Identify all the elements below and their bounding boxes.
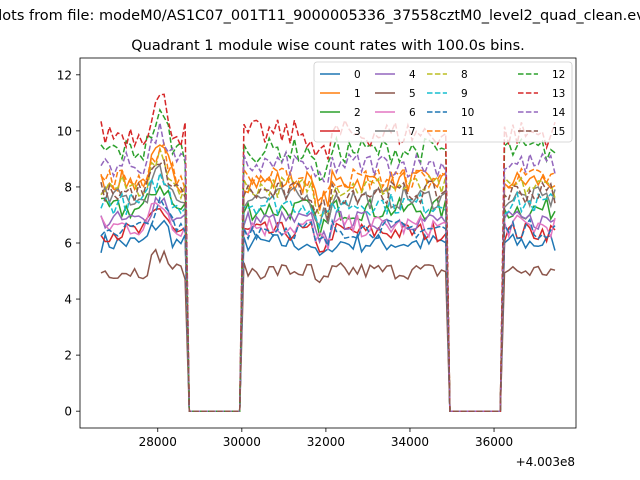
series-line-14 [100, 122, 556, 412]
legend-label-13: 13 [552, 88, 565, 100]
legend-box [313, 61, 573, 143]
x-tick-label: 28000 [139, 435, 177, 449]
y-tick-label: 8 [64, 180, 72, 194]
x-axis: 28000 30000 32000 34000 36000 [139, 428, 513, 449]
x-tick-label: 36000 [475, 435, 513, 449]
y-tick-label: 0 [64, 405, 72, 419]
y-axis: 0 2 4 6 8 10 12 [57, 68, 80, 419]
legend-label-3: 3 [354, 126, 361, 138]
legend-label-9: 9 [461, 88, 468, 100]
legend-label-8: 8 [461, 69, 468, 81]
series-line-15 [100, 158, 556, 412]
legend-label-0: 0 [354, 69, 361, 81]
x-tick-label: 32000 [307, 435, 345, 449]
legend-label-12: 12 [552, 69, 565, 81]
x-offset-label: +4.003e8 [516, 455, 575, 469]
figure-suptitle: Plots from file: modeM0/AS1C07_001T11_90… [0, 8, 640, 24]
legend-label-15: 15 [552, 126, 565, 138]
y-tick-label: 12 [57, 68, 72, 82]
legend-label-7: 7 [409, 126, 416, 138]
y-tick-label: 4 [64, 293, 72, 307]
y-tick-label: 6 [64, 237, 72, 251]
legend-label-1: 1 [354, 88, 361, 100]
legend-label-5: 5 [409, 88, 416, 100]
x-tick-label: 34000 [391, 435, 429, 449]
chart-title: Quadrant 1 module wise count rates with … [131, 38, 525, 54]
plot-lines [100, 93, 556, 412]
legend-label-4: 4 [409, 69, 416, 81]
series-line-9 [100, 170, 556, 412]
x-tick-label: 30000 [223, 435, 261, 449]
y-tick-label: 10 [57, 124, 72, 138]
legend-label-6: 6 [409, 107, 416, 119]
legend-label-14: 14 [552, 107, 566, 119]
series-line-5 [100, 248, 556, 412]
legend-label-10: 10 [461, 107, 474, 119]
legend-label-2: 2 [354, 107, 361, 119]
series-line-3 [100, 208, 556, 412]
legend-label-11: 11 [461, 126, 474, 138]
y-tick-label: 2 [64, 349, 72, 363]
